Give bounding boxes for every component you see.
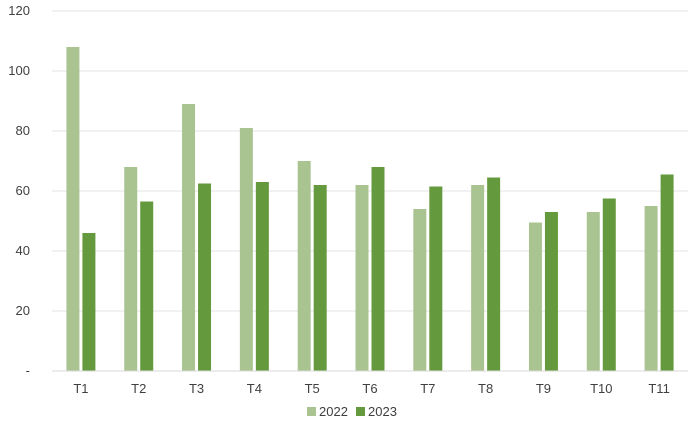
bar-2022-T6 (355, 185, 369, 371)
legend-swatch-2022 (307, 407, 316, 416)
legend: 2022 2023 (307, 404, 397, 419)
y-tick-label: 40 (16, 243, 30, 258)
x-tick-label: T10 (590, 381, 612, 396)
x-tick-label: T4 (247, 381, 262, 396)
bar-2023-T5 (313, 185, 327, 371)
bar-2023-T7 (429, 186, 443, 371)
y-axis-ticks: - 20 40 60 80 100 120 (8, 3, 30, 378)
bar-2022-T7 (413, 209, 427, 371)
legend-swatch-2023 (356, 407, 365, 416)
bar-2022-T5 (297, 161, 311, 371)
bar-2022-T9 (528, 222, 542, 371)
legend-label: 2022 (319, 404, 348, 419)
y-tick-label: 20 (16, 303, 30, 318)
x-axis: T1 T2 T3 T4 T5 T6 T7 T8 T9 T10 T11 (52, 370, 688, 396)
bar-2023-T3 (198, 183, 212, 371)
x-tick-label: T5 (305, 381, 320, 396)
x-tick-label: T7 (420, 381, 435, 396)
x-tick-label: T8 (478, 381, 493, 396)
x-tick-label: T2 (131, 381, 146, 396)
bar-2023-T11 (660, 174, 674, 371)
bars (66, 47, 674, 371)
bar-2023-T10 (602, 198, 616, 371)
bar-2023-T2 (140, 201, 154, 371)
y-tick-label: 100 (8, 63, 30, 78)
x-tick-label: T1 (73, 381, 88, 396)
bar-2023-T1 (82, 233, 96, 371)
bar-2022-T4 (239, 128, 253, 371)
bar-2022-T8 (471, 185, 485, 371)
bar-2023-T6 (371, 167, 385, 371)
x-tick-label: T11 (648, 381, 669, 396)
x-tick-label: T3 (189, 381, 204, 396)
bar-2022-T2 (124, 167, 138, 371)
bar-2023-T9 (544, 212, 558, 371)
bar-2022-T3 (182, 104, 196, 371)
bar-2022-T1 (66, 47, 80, 371)
y-tick-label: - (26, 363, 30, 378)
bar-2022-T10 (586, 212, 600, 371)
y-tick-label: 120 (8, 3, 30, 18)
y-tick-label: 80 (16, 123, 30, 138)
y-tick-label: 60 (16, 183, 30, 198)
legend-label: 2023 (368, 404, 397, 419)
x-tick-label: T9 (536, 381, 551, 396)
bar-2022-T11 (644, 206, 658, 371)
gridlines (52, 10, 688, 312)
bar-2023-T8 (487, 177, 501, 371)
bar-2023-T4 (255, 182, 269, 371)
x-tick-label: T6 (362, 381, 377, 396)
